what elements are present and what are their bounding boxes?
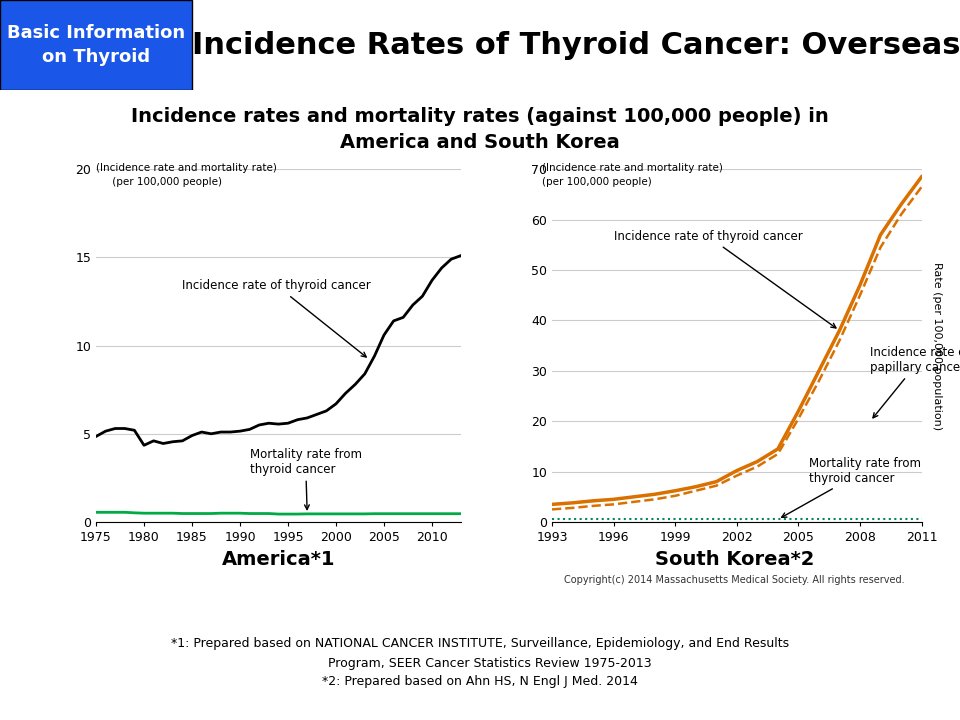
Text: *1: Prepared based on NATIONAL CANCER INSTITUTE, Surveillance, Epidemiology, and: *1: Prepared based on NATIONAL CANCER IN… <box>171 637 789 650</box>
Text: Copyright(c) 2014 Massachusetts Medical Society. All rights reserved.: Copyright(c) 2014 Massachusetts Medical … <box>564 575 904 585</box>
Text: Mortality rate from
thyroid cancer: Mortality rate from thyroid cancer <box>781 456 921 518</box>
Text: Mortality rate from
thyroid cancer: Mortality rate from thyroid cancer <box>250 448 362 510</box>
Text: Incidence rates and mortality rates (against 100,000 people) in
America and Sout: Incidence rates and mortality rates (aga… <box>132 107 828 153</box>
Text: Basic Information
on Thyroid: Basic Information on Thyroid <box>7 24 185 66</box>
Text: Incidence rate of
papillary cancer: Incidence rate of papillary cancer <box>871 346 960 418</box>
Text: America*1: America*1 <box>222 550 335 570</box>
Text: Incidence rate of thyroid cancer: Incidence rate of thyroid cancer <box>613 230 836 328</box>
Text: *2: Prepared based on Ahn HS, N Engl J Med. 2014: *2: Prepared based on Ahn HS, N Engl J M… <box>322 675 638 688</box>
Text: (Incidence rate and mortality rate)
     (per 100,000 people): (Incidence rate and mortality rate) (per… <box>96 163 276 186</box>
Text: Program, SEER Cancer Statistics Review 1975-2013: Program, SEER Cancer Statistics Review 1… <box>308 657 652 670</box>
Text: Incidence rate of thyroid cancer: Incidence rate of thyroid cancer <box>182 279 372 357</box>
Text: (Incidence rate and mortality rate)
(per 100,000 people): (Incidence rate and mortality rate) (per… <box>542 163 723 186</box>
Text: Incidence Rates of Thyroid Cancer: Overseas: Incidence Rates of Thyroid Cancer: Overs… <box>192 30 960 60</box>
FancyBboxPatch shape <box>0 0 192 90</box>
Text: South Korea*2: South Korea*2 <box>655 550 814 570</box>
Y-axis label: Rate (per 100,000 population): Rate (per 100,000 population) <box>932 261 943 430</box>
